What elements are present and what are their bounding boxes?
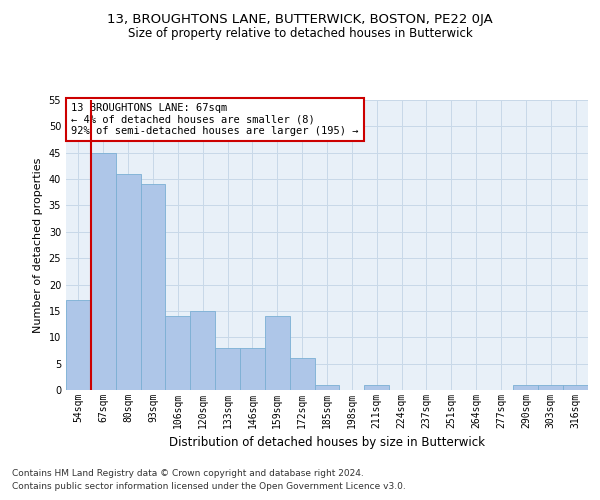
Bar bbox=[215, 348, 240, 390]
X-axis label: Distribution of detached houses by size in Butterwick: Distribution of detached houses by size … bbox=[169, 436, 485, 450]
Text: Contains HM Land Registry data © Crown copyright and database right 2024.: Contains HM Land Registry data © Crown c… bbox=[12, 468, 364, 477]
Text: Contains public sector information licensed under the Open Government Licence v3: Contains public sector information licen… bbox=[12, 482, 406, 491]
Bar bbox=[538, 384, 563, 390]
Bar bbox=[364, 384, 389, 390]
Bar bbox=[166, 316, 190, 390]
Bar bbox=[314, 384, 340, 390]
Y-axis label: Number of detached properties: Number of detached properties bbox=[33, 158, 43, 332]
Bar bbox=[290, 358, 314, 390]
Bar bbox=[91, 152, 116, 390]
Bar bbox=[265, 316, 290, 390]
Text: 13 BROUGHTONS LANE: 67sqm
← 4% of detached houses are smaller (8)
92% of semi-de: 13 BROUGHTONS LANE: 67sqm ← 4% of detach… bbox=[71, 103, 359, 136]
Text: Size of property relative to detached houses in Butterwick: Size of property relative to detached ho… bbox=[128, 28, 472, 40]
Bar bbox=[514, 384, 538, 390]
Text: 13, BROUGHTONS LANE, BUTTERWICK, BOSTON, PE22 0JA: 13, BROUGHTONS LANE, BUTTERWICK, BOSTON,… bbox=[107, 12, 493, 26]
Bar bbox=[66, 300, 91, 390]
Bar bbox=[140, 184, 166, 390]
Bar bbox=[190, 311, 215, 390]
Bar bbox=[240, 348, 265, 390]
Bar bbox=[116, 174, 140, 390]
Bar bbox=[563, 384, 588, 390]
